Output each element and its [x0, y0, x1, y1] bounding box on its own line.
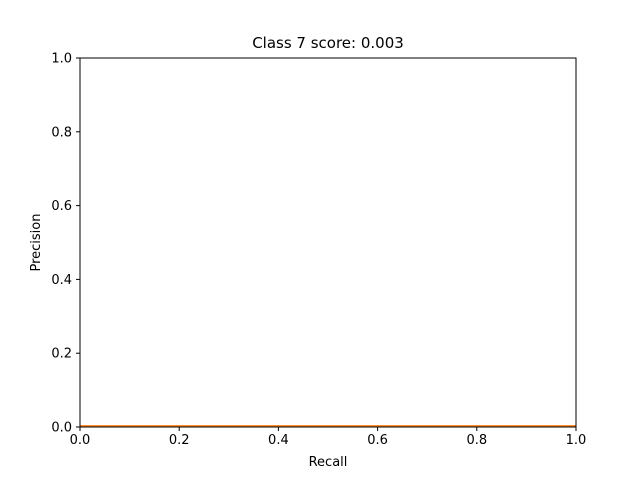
y-axis-label: Precision	[29, 213, 44, 271]
x-axis: 0.0 0.2 0.4 0.6 0.8 1.0	[70, 427, 587, 448]
y-tick-label: 0.0	[51, 421, 72, 436]
plot-frame	[79, 57, 577, 428]
x-axis-label: Recall	[309, 455, 348, 470]
y-tick-label: 1.0	[51, 52, 72, 67]
chart-title: Class 7 score: 0.003	[252, 34, 404, 52]
x-tick-label: 0.0	[70, 433, 91, 448]
x-tick-label: 0.6	[367, 433, 388, 448]
x-tick-label: 0.4	[268, 433, 289, 448]
x-tick-label: 1.0	[566, 433, 587, 448]
y-axis: 0.0 0.2 0.4 0.6 0.8 1.0	[51, 52, 80, 436]
y-tick-label: 0.4	[51, 273, 72, 288]
y-tick-label: 0.2	[51, 347, 72, 362]
plot-area	[80, 58, 576, 427]
y-tick-label: 0.8	[51, 125, 72, 140]
x-tick-label: 0.2	[169, 433, 190, 448]
x-tick-label: 0.8	[466, 433, 487, 448]
y-tick-label: 0.6	[51, 199, 72, 214]
